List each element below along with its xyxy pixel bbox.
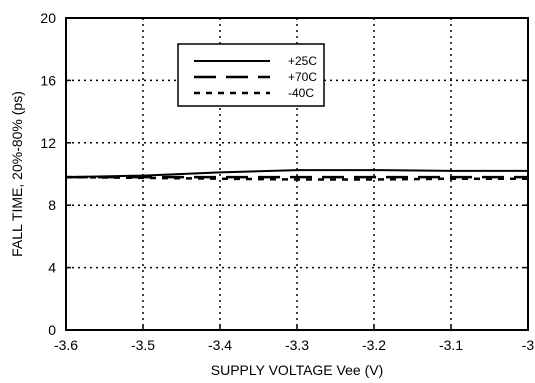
legend-label: +70C — [288, 70, 317, 84]
x-tick-label: -3 — [522, 337, 535, 353]
series-layer — [65, 169, 528, 181]
grid-layer — [66, 18, 528, 330]
legend: +25C +70C -40C — [177, 43, 325, 107]
x-tick-label: -3.6 — [54, 337, 78, 353]
legend-label: -40C — [288, 86, 314, 100]
y-tick-label: 0 — [48, 322, 56, 338]
x-tick-label: -3.5 — [131, 337, 155, 353]
legend-box — [177, 43, 325, 107]
y-axis-label: FALL TIME, 20%-80% (ps) — [9, 91, 25, 257]
y-tick-label: 12 — [40, 135, 56, 151]
x-tick-label: -3.1 — [439, 337, 463, 353]
x-tick-label: -3.3 — [285, 337, 309, 353]
y-tick-label: 4 — [48, 260, 56, 276]
y-tick-label: 16 — [40, 72, 56, 88]
series-line-40c — [65, 175, 528, 181]
legend-label: +25C — [288, 54, 317, 68]
x-axis-label: SUPPLY VOLTAGE Vee (V) — [211, 362, 383, 378]
y-tick-label: 20 — [40, 10, 56, 26]
y-tick-label: 8 — [48, 197, 56, 213]
ticks-layer: -3.6 -3.5 -3.4 -3.3 -3.2 -3.1 -3 0 4 8 12 16 20 — [40, 10, 534, 353]
x-tick-label: -3.4 — [208, 337, 232, 353]
x-tick-label: -3.2 — [362, 337, 386, 353]
series-line-25c — [65, 169, 528, 179]
